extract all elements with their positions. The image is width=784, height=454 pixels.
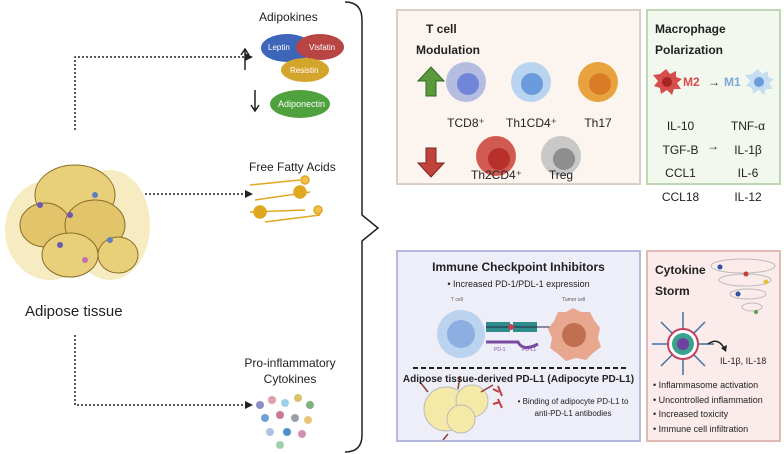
curved-arrow-icon: [707, 340, 725, 349]
adiponectin-shape: [270, 90, 330, 118]
adiponectin-label: Adiponectin: [278, 99, 326, 109]
fatty-acids-illustration: [249, 175, 323, 223]
macrophage-graphics: [653, 69, 774, 95]
storm-graphics: [652, 258, 776, 375]
connector-adipokines: [74, 56, 245, 130]
inflammasome-icon: [652, 312, 714, 375]
treg-label: Treg: [548, 168, 574, 182]
macrophage-title: Macrophage Polarization: [655, 22, 726, 57]
decrease-arrow-icon: [416, 147, 446, 178]
cytokine-storm-panel: Cytokine Storm IL-1β, IL-18 • Inflammasom…: [646, 250, 781, 442]
t-cell-label: T cell: [451, 297, 463, 303]
adipose-tissue-label: Adipose tissue: [25, 303, 123, 320]
marker-shift-arrow: →: [707, 139, 719, 153]
adipocytes-illustration: [419, 375, 503, 441]
cytokine-tornado-icon: [710, 258, 776, 314]
storm-bullets: • Inflammasome activation • Uncontrolled …: [653, 380, 763, 434]
antibody-icon: [492, 385, 503, 409]
pdl1-label: PD-L1: [522, 347, 537, 353]
cytokines-illustration: [256, 394, 314, 449]
arrowhead-icon: [245, 190, 253, 198]
down-arrow-icon: [250, 90, 260, 113]
adipocyte-pdl1-subtitle: Adipose tissue-derived PD-L1 (Adipocyte …: [402, 374, 635, 385]
tcd8-label: TCD8⁺: [447, 116, 485, 130]
m1-label: M1: [724, 75, 741, 89]
m2-label: M2: [683, 75, 700, 89]
increase-arrow-icon: [416, 66, 446, 97]
tcell-title: T cell Modulation: [416, 22, 480, 57]
checkpoint-inhibitors-panel: Immune Checkpoint Inhibitors • Increased…: [396, 250, 641, 442]
connector-cytokines: [74, 335, 245, 406]
m2-to-m1-arrow: →: [708, 75, 720, 89]
th17-label: Th17: [584, 116, 612, 130]
resistin-label: Resistin: [290, 66, 319, 75]
th2cd4-label: Th2CD4⁺: [471, 168, 523, 182]
il1b-il18-label: IL-1β, IL-18: [720, 356, 767, 366]
th1cd4-label: Th1CD4⁺: [506, 116, 558, 130]
checkpoint-title: Immune Checkpoint Inhibitors: [432, 260, 605, 274]
arrowhead-icon: [245, 53, 253, 61]
storm-title: Cytokine Storm: [655, 263, 706, 298]
arrowhead-icon: [245, 401, 253, 409]
cytokines-title: Pro-inflammatory Cytokines: [244, 356, 336, 386]
binding-bullet: • Binding of adipocyte PD-L1 to anti-PD-L…: [517, 397, 629, 418]
up-arrow-icon: [240, 47, 250, 70]
tumor-cell-label: Tumor cell: [562, 297, 586, 303]
bracket: [344, 1, 380, 453]
visfatin-shape: [296, 34, 344, 60]
checkpoint-bullet-expression: • Increased PD-1/PDL-1 expression: [447, 279, 590, 289]
ffa-title: Free Fatty Acids: [249, 160, 336, 174]
leptin-label: Leptin: [268, 43, 290, 52]
macrophage-polarization-panel: Macrophage Polarization M2 → M1 IL-10 TGF-…: [646, 9, 781, 204]
adipose-tissue-illustration: [5, 164, 150, 280]
m2-markers: IL-10 TGF-B CCL1 CCL18: [661, 119, 700, 204]
pd1-label: PD-1: [494, 347, 506, 353]
visfatin-label: Visfatin: [309, 43, 336, 52]
resistin-shape: [281, 58, 329, 82]
m1-markers: TNF-α IL-1β IL-6 IL-12: [730, 119, 766, 204]
tcell-graphics: [416, 62, 618, 178]
adipokines-title: Adipokines: [259, 10, 318, 24]
tcell-modulation-panel: T cell Modulation TCD8⁺ Th1CD4⁺ Th17 Th2C…: [396, 9, 641, 185]
checkpoint-graphics: [413, 308, 628, 441]
